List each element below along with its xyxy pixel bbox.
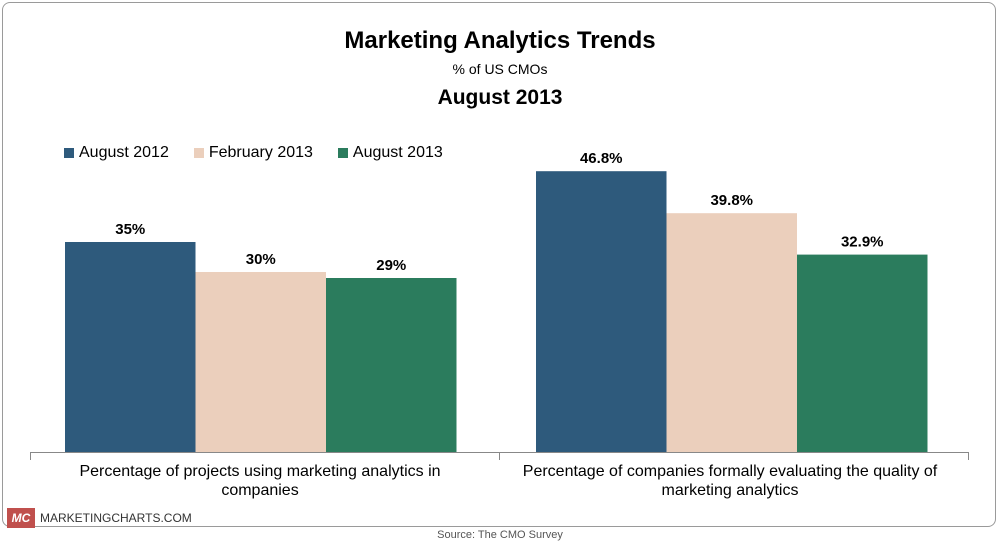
chart-frame: [2, 2, 996, 527]
category-label-companies: Percentage of companies formally evaluat…: [522, 463, 938, 499]
legend-label: February 2013: [208, 144, 313, 161]
source-note: Source: The CMO Survey: [437, 529, 563, 541]
legend-swatch: [337, 148, 348, 158]
bar-february-2013-0: [195, 272, 326, 452]
chart-subtitle: % of US CMOs: [452, 61, 548, 77]
bar-august-2013-1: [797, 254, 928, 452]
bar-august-2013-0: [326, 278, 457, 452]
legend-item-august-2012: August 2012: [64, 144, 169, 162]
legend-label: August 2012: [79, 144, 169, 161]
bar-august-2012-1: [536, 171, 667, 452]
chart-title: Marketing Analytics Trends: [344, 27, 656, 54]
legend-swatch: [193, 148, 204, 158]
bar-august-2012-0: [65, 242, 196, 452]
bar-value-label: 39.8%: [710, 192, 753, 209]
legend-swatch: [64, 148, 74, 158]
legend-label: August 2013: [352, 144, 443, 161]
legend-item-february-2013: February 2013: [193, 144, 313, 162]
marketingcharts-logo: MC: [7, 508, 35, 528]
legend: August 2012 February 2013 August 2013: [64, 144, 468, 162]
legend-item-august-2013: August 2013: [337, 144, 443, 162]
bar-value-label: 46.8%: [580, 150, 623, 167]
bar-february-2013-1: [666, 213, 797, 452]
bar-value-label: 30%: [246, 251, 276, 268]
bar-value-label: 29%: [376, 257, 406, 274]
category-label-projects: Percentage of projects using marketing a…: [79, 463, 441, 499]
chart-date: August 2013: [437, 86, 563, 109]
bar-value-label: 32.9%: [841, 234, 884, 251]
footer-brand: MARKETINGCHARTS.COM: [40, 511, 192, 525]
bar-value-label: 35%: [115, 221, 145, 238]
